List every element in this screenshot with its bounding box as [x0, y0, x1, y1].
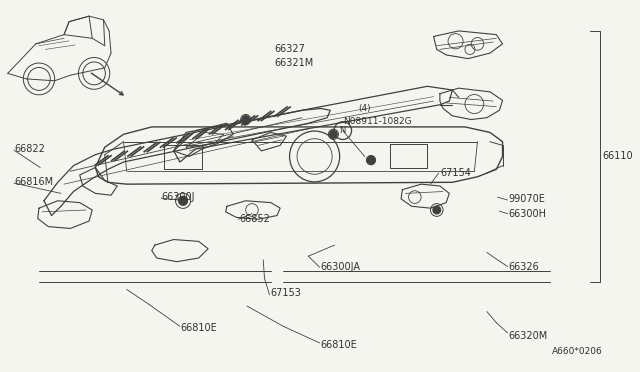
Text: 66852: 66852	[239, 214, 270, 224]
Circle shape	[433, 206, 440, 214]
Text: 66816M: 66816M	[14, 177, 53, 187]
Text: 66300JA: 66300JA	[321, 262, 361, 272]
Text: N: N	[340, 126, 346, 135]
Text: 67154: 67154	[440, 168, 471, 178]
Text: 67153: 67153	[271, 288, 301, 298]
Text: 99070E: 99070E	[509, 194, 546, 204]
Text: 66810E: 66810E	[321, 340, 358, 350]
Text: 66320M: 66320M	[509, 331, 548, 340]
Text: 66300H: 66300H	[509, 209, 547, 219]
Text: A660*0206: A660*0206	[552, 347, 603, 356]
Circle shape	[179, 196, 188, 205]
Circle shape	[367, 156, 376, 164]
Text: 66110: 66110	[603, 151, 634, 161]
Text: N08911-1082G: N08911-1082G	[343, 117, 412, 126]
Text: 66326: 66326	[509, 262, 540, 272]
Circle shape	[330, 131, 337, 138]
Text: 66321M: 66321M	[274, 58, 313, 68]
Text: (4): (4)	[358, 104, 371, 113]
Text: 66300J: 66300J	[161, 192, 195, 202]
Text: 66810E: 66810E	[180, 323, 217, 333]
Circle shape	[242, 116, 250, 124]
Text: 66327: 66327	[274, 44, 305, 54]
Text: 66822: 66822	[14, 144, 45, 154]
